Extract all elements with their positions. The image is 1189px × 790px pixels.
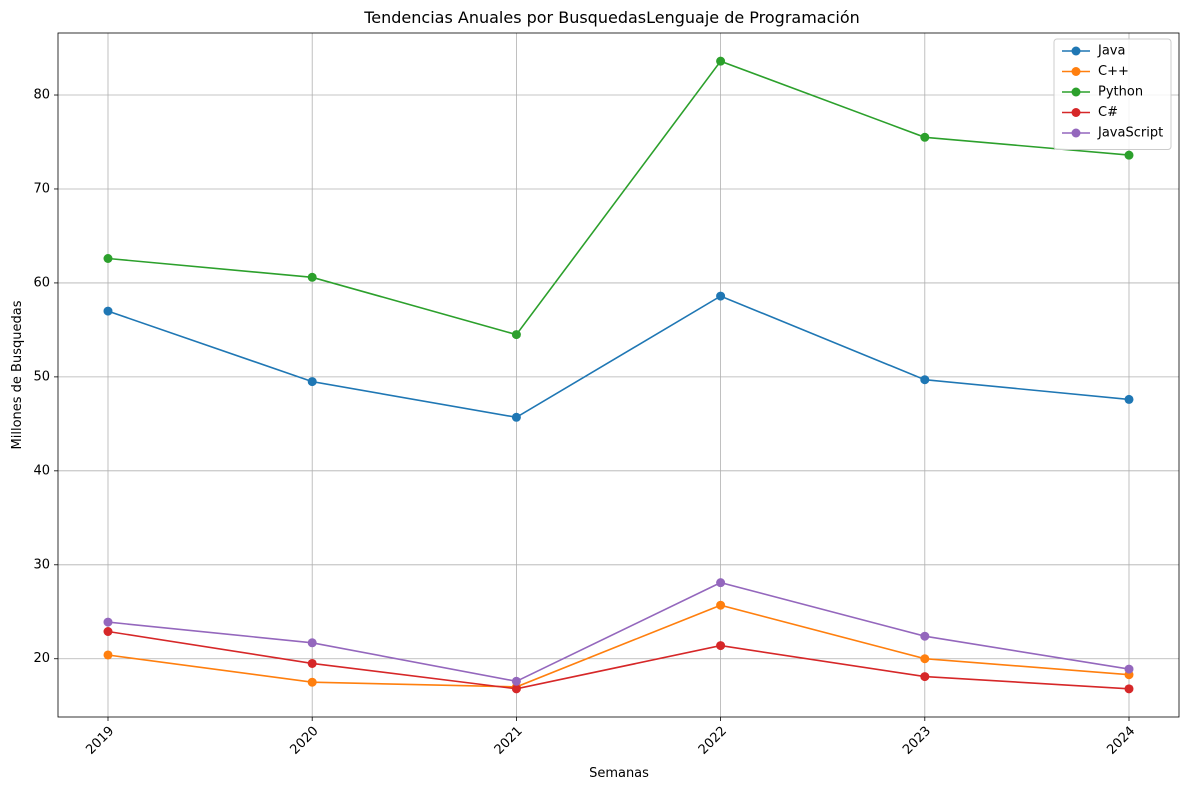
y-tick-label: 40	[33, 463, 50, 478]
legend-item: C++	[1062, 64, 1129, 79]
data-point	[920, 654, 930, 664]
legend-label: Python	[1098, 85, 1143, 100]
data-point	[307, 638, 317, 648]
legend: Java C++ Python C# JavaScript	[1053, 38, 1172, 150]
x-tick-label: 2020	[287, 724, 321, 758]
legend-label: Java	[1097, 44, 1125, 59]
data-point	[103, 650, 113, 660]
legend-item: JavaScript	[1062, 126, 1163, 141]
data-point	[920, 132, 930, 142]
y-tick-label: 60	[33, 275, 50, 290]
x-tick-label: 2019	[83, 724, 117, 758]
data-point	[920, 375, 930, 385]
data-point	[716, 600, 726, 610]
data-point	[1124, 684, 1134, 694]
legend-label: C++	[1098, 64, 1129, 79]
data-point	[307, 658, 317, 668]
legend-marker	[1071, 108, 1081, 117]
data-point	[103, 627, 113, 636]
data-point	[511, 412, 521, 422]
x-axis-label: Semanas	[589, 766, 649, 781]
data-point	[103, 306, 113, 316]
legend-item: C#	[1062, 105, 1118, 120]
series-python	[103, 56, 1134, 340]
y-tick-label: 50	[33, 369, 50, 384]
series-c-	[103, 627, 1134, 694]
legend-marker	[1071, 87, 1081, 97]
data-point	[1124, 150, 1134, 160]
series-java	[103, 291, 1134, 422]
series-javascript	[103, 578, 1134, 686]
legend-marker	[1071, 46, 1081, 56]
data-point	[716, 56, 726, 66]
y-tick-label: 20	[33, 651, 50, 666]
x-tick-label: 2023	[900, 724, 934, 758]
legend-label: JavaScript	[1097, 126, 1163, 141]
series-layer	[103, 56, 1134, 694]
data-point	[1124, 394, 1134, 404]
data-point	[920, 631, 930, 641]
y-axis-label: Millones de Busquedas	[10, 300, 25, 449]
legend-marker	[1071, 128, 1081, 138]
data-point	[103, 253, 113, 263]
data-point	[103, 617, 113, 627]
y-tick-label: 80	[33, 88, 50, 103]
legend-box	[1053, 38, 1172, 150]
plot-frame	[57, 32, 1180, 718]
x-tick-label: 2022	[696, 724, 730, 758]
data-point	[716, 578, 726, 588]
chart-title: Tendencias Anuales por BusquedasLenguaje…	[363, 8, 860, 27]
data-point	[307, 272, 317, 282]
data-point	[307, 677, 317, 687]
legend-label: C#	[1098, 105, 1118, 120]
legend-item: Python	[1062, 85, 1143, 100]
data-point	[920, 672, 930, 682]
y-tick-label: 70	[33, 181, 50, 196]
legend-item: Java	[1062, 44, 1125, 59]
data-point	[1124, 664, 1134, 674]
series-line	[107, 581, 1130, 683]
series-line	[107, 604, 1130, 688]
x-tick-label: 2021	[492, 724, 526, 758]
data-point	[511, 330, 521, 340]
data-point	[716, 641, 726, 651]
series-line	[107, 295, 1130, 419]
series-line	[107, 60, 1130, 336]
series-line	[107, 630, 1130, 690]
data-point	[716, 291, 726, 301]
grid	[58, 33, 1179, 717]
y-tick-label: 30	[33, 557, 50, 572]
data-point	[511, 684, 521, 694]
series-c-	[103, 600, 1134, 692]
x-tick-label: 2024	[1104, 724, 1138, 758]
data-point	[307, 377, 317, 387]
data-point	[511, 676, 521, 686]
legend-marker	[1071, 67, 1081, 76]
